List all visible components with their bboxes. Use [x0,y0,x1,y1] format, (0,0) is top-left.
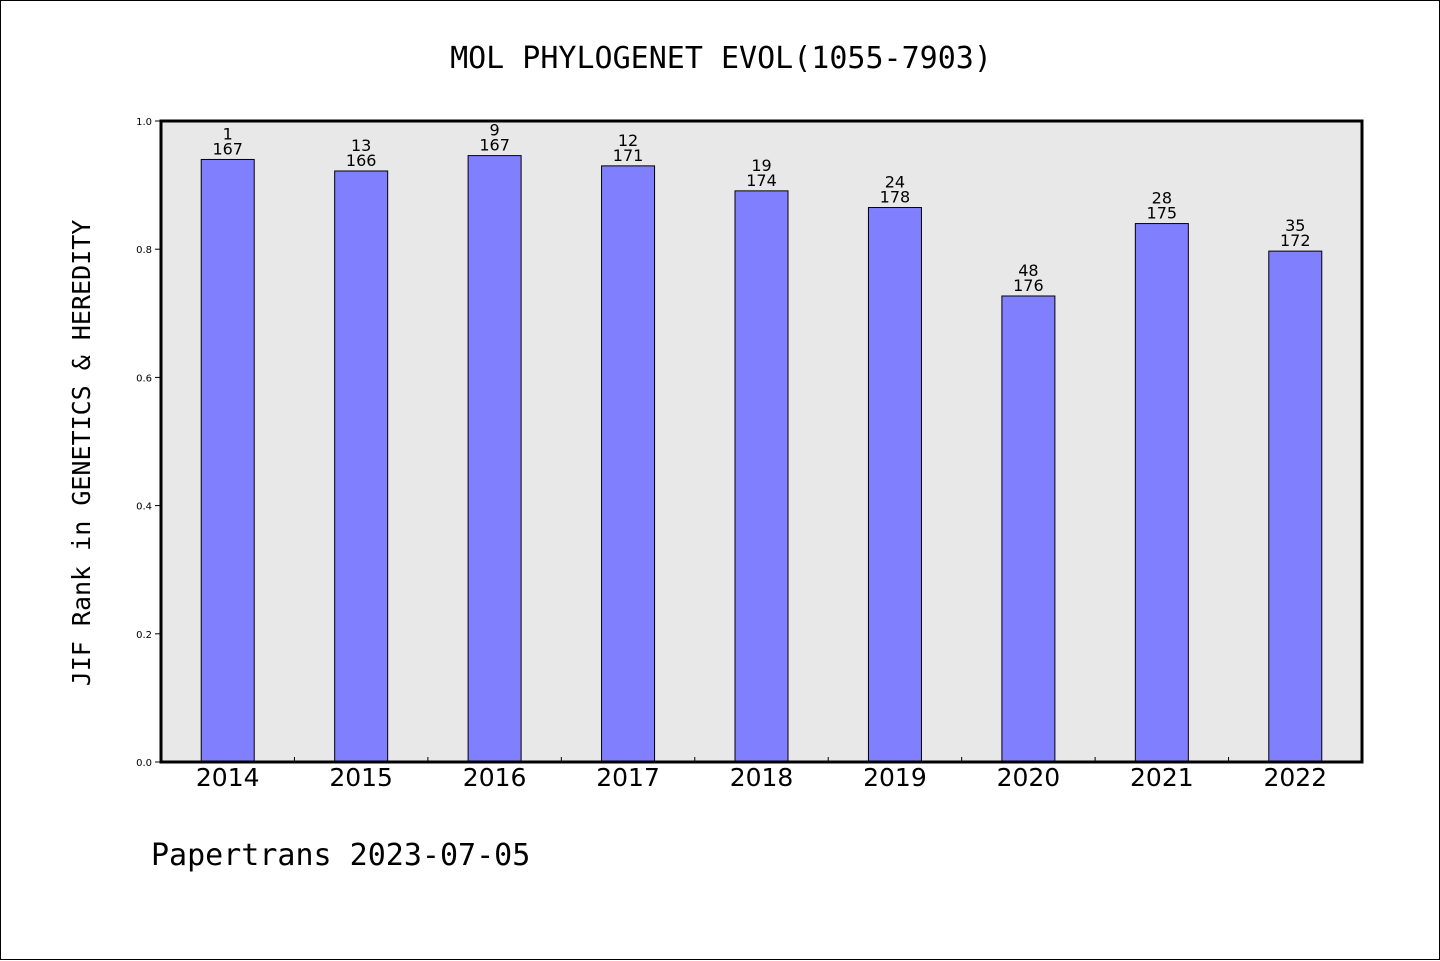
total-label-2016: 167 [479,136,510,155]
rank-label-2014: 1 [223,124,233,143]
total-label-2017: 171 [613,146,644,165]
footer-text: Papertrans 2023-07-05 [151,838,530,873]
bar-2020 [1001,295,1056,763]
x-tick-label-2022: 2022 [1263,763,1327,792]
x-axis: 2014 2015 2016 2017 2018 2019 2020 2021 2022 [196,757,1327,792]
bar-2015 [334,170,389,763]
y-axis: 0.0 0.2 0.4 0.6 0.8 1.0 [136,117,161,769]
rank-label-2018: 19 [751,156,771,175]
total-label-2014: 167 [212,139,243,158]
bar-2019 [867,207,922,763]
total-label-2018: 174 [746,171,777,190]
y-tick-label-0.6: 0.6 [136,373,152,384]
x-tick-label-2019: 2019 [863,763,927,792]
y-axis-label: JIF Rank in GENETICS & HEREDITY [67,220,96,687]
total-label-2022: 172 [1280,231,1311,250]
bar-2016 [467,155,522,763]
x-tick-label-2014: 2014 [196,763,260,792]
bar-2014 [200,158,255,763]
rank-label-2017: 12 [618,131,638,150]
x-tick-label-2021: 2021 [1130,763,1194,792]
total-label-2021: 175 [1147,204,1178,223]
chart-title: MOL PHYLOGENET EVOL(1055-7903) [450,41,992,76]
x-tick-label-2017: 2017 [596,763,660,792]
y-tick-label-0.8: 0.8 [136,245,152,256]
rank-label-2020: 48 [1018,261,1038,280]
rank-label-2015: 13 [351,136,371,155]
total-label-2020: 176 [1013,276,1044,295]
x-tick-label-2020: 2020 [997,763,1061,792]
total-label-2015: 166 [346,151,377,170]
total-label-2019: 178 [880,188,911,207]
y-tick-label-1.0: 1.0 [136,117,152,128]
bars-group [200,155,1323,763]
y-tick-label-0.2: 0.2 [136,630,152,641]
rank-label-2021: 28 [1152,189,1172,208]
bar-2018 [734,190,789,763]
y-tick-label-0.4: 0.4 [136,502,152,513]
bar-2022 [1268,250,1323,763]
bar-2021 [1134,223,1189,763]
rank-label-2019: 24 [885,173,905,192]
x-tick-label-2018: 2018 [730,763,794,792]
rank-label-2022: 35 [1285,216,1305,235]
rank-label-2016: 9 [490,121,500,140]
plot-border [159,119,1364,764]
y-tick-label-0.0: 0.0 [136,758,152,769]
bar-2017 [601,165,656,763]
x-tick-label-2015: 2015 [329,763,393,792]
x-tick-label-2016: 2016 [463,763,527,792]
